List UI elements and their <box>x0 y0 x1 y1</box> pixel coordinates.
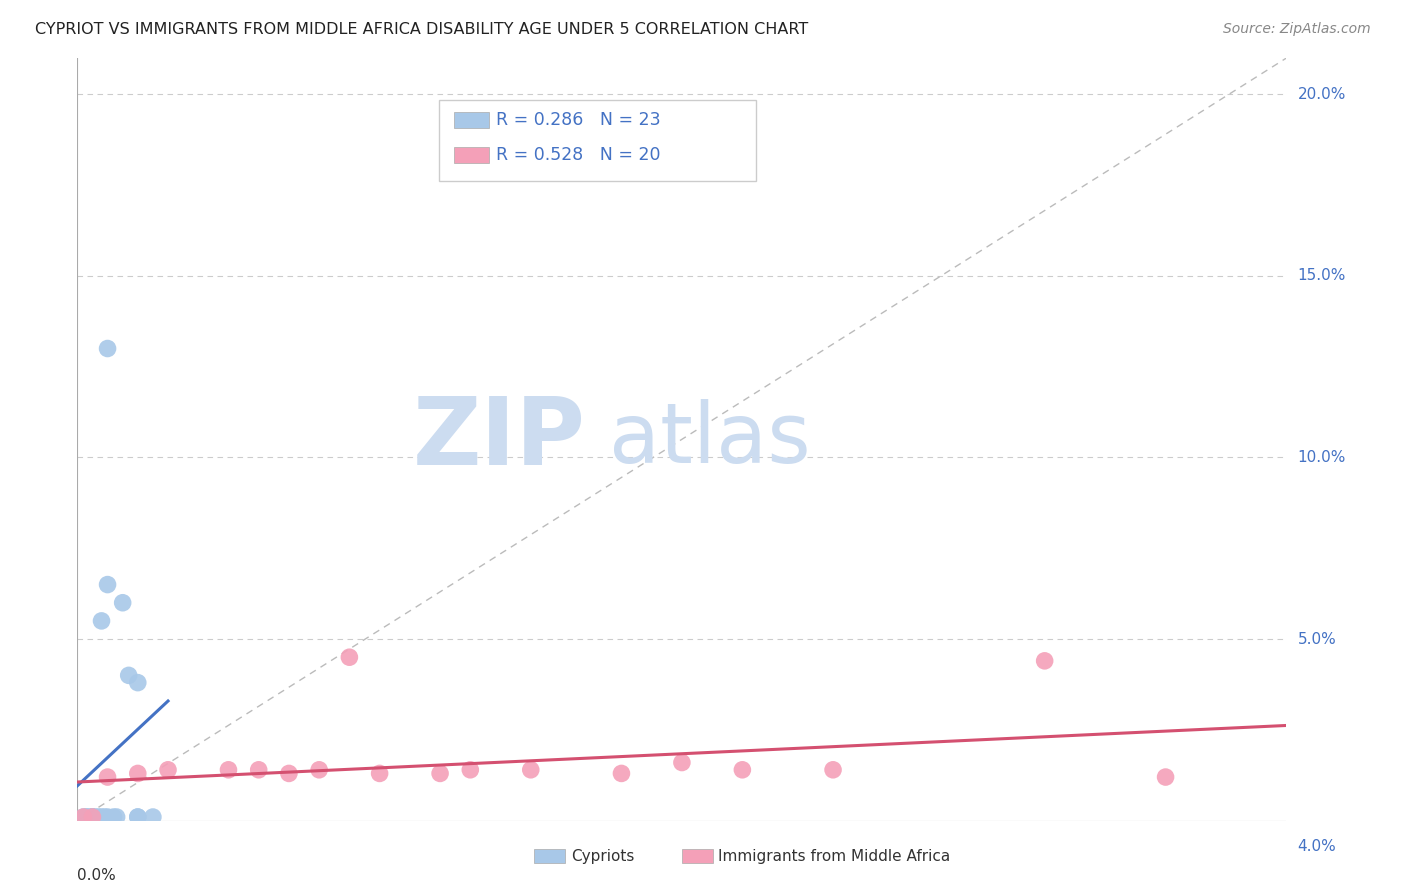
Point <box>339 650 360 665</box>
Point <box>90 810 112 824</box>
Point <box>90 614 112 628</box>
Point <box>157 763 180 777</box>
Point <box>72 810 94 824</box>
Point <box>368 766 391 780</box>
Point <box>111 596 134 610</box>
Point <box>96 810 118 824</box>
Text: 10.0%: 10.0% <box>1298 450 1346 465</box>
Point <box>458 763 481 777</box>
Point <box>429 766 451 780</box>
Text: 0.0%: 0.0% <box>77 868 117 883</box>
Point <box>520 763 543 777</box>
Text: Cypriots: Cypriots <box>571 849 634 863</box>
Point <box>671 756 693 770</box>
Text: Immigrants from Middle Africa: Immigrants from Middle Africa <box>718 849 950 863</box>
Point <box>1154 770 1177 784</box>
Text: CYPRIOT VS IMMIGRANTS FROM MIDDLE AFRICA DISABILITY AGE UNDER 5 CORRELATION CHAR: CYPRIOT VS IMMIGRANTS FROM MIDDLE AFRICA… <box>35 22 808 37</box>
Point <box>82 810 104 824</box>
Point <box>142 810 165 824</box>
Point <box>96 342 118 356</box>
Text: ZIP: ZIP <box>412 393 585 485</box>
Text: 20.0%: 20.0% <box>1298 87 1346 102</box>
Text: R = 0.286   N = 23: R = 0.286 N = 23 <box>496 111 661 128</box>
Point <box>127 675 149 690</box>
Point <box>731 763 754 777</box>
Text: R = 0.528   N = 20: R = 0.528 N = 20 <box>496 146 661 164</box>
Point <box>84 810 107 824</box>
Point <box>93 810 115 824</box>
Point <box>82 810 104 824</box>
Point <box>87 810 110 824</box>
Point <box>218 763 240 777</box>
Text: Source: ZipAtlas.com: Source: ZipAtlas.com <box>1223 22 1371 37</box>
Point <box>1033 654 1056 668</box>
Point <box>308 763 330 777</box>
Point <box>247 763 270 777</box>
Point <box>82 810 104 824</box>
Point <box>103 810 125 824</box>
Text: atlas: atlas <box>609 399 811 480</box>
Point <box>82 810 104 824</box>
Point <box>96 577 118 591</box>
Point <box>79 810 101 824</box>
Point <box>127 766 149 780</box>
Text: 4.0%: 4.0% <box>1298 838 1336 854</box>
Point <box>278 766 301 780</box>
Point <box>118 668 141 682</box>
Point <box>72 810 94 824</box>
Point <box>75 810 97 824</box>
Point <box>127 810 149 824</box>
Point <box>75 810 97 824</box>
Point <box>127 810 149 824</box>
Point <box>610 766 633 780</box>
Text: 15.0%: 15.0% <box>1298 268 1346 284</box>
Point <box>96 770 118 784</box>
Text: 5.0%: 5.0% <box>1298 632 1336 647</box>
Point <box>823 763 845 777</box>
Point <box>105 810 128 824</box>
